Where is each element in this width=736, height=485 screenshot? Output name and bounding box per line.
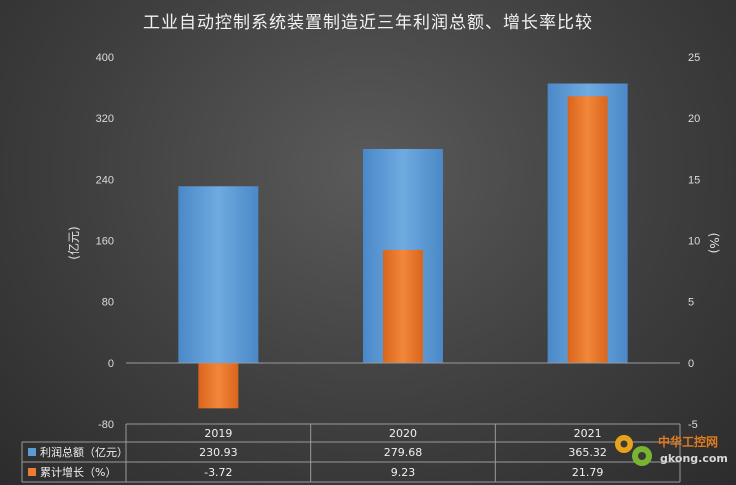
right-tick-label: 15 xyxy=(688,174,700,186)
chart-title: 工业自动控制系统装置制造近三年利润总额、增长率比较 xyxy=(143,13,593,33)
table-value: -3.72 xyxy=(204,466,232,479)
table-category-2019: 2019 xyxy=(204,427,232,440)
right-tick-label: 25 xyxy=(688,52,700,64)
legend-label: 利润总额（亿元） xyxy=(40,445,128,459)
table-value: 279.68 xyxy=(384,446,423,459)
data-table: 2019 2020 2021 利润总额（亿元） 230.93 279.68 365.32 累计… xyxy=(21,423,681,483)
watermark-url: gkong.com xyxy=(660,452,728,465)
table-category-2020: 2020 xyxy=(389,427,417,440)
right-tick-label: 5 xyxy=(688,297,694,309)
left-axis-ticks: 400 320 240 160 80 0 -80 xyxy=(96,52,114,431)
gear-icon xyxy=(615,435,652,466)
left-tick-label: 320 xyxy=(96,113,114,125)
watermark-brand: 中华工控网 xyxy=(658,434,718,449)
gkong-watermark: 中华工控网 gkong.com xyxy=(615,434,728,466)
left-tick-label: -80 xyxy=(98,419,114,431)
bar-profit-2019 xyxy=(178,186,259,363)
legend-swatch xyxy=(28,468,36,476)
right-tick-label: 0 xyxy=(688,358,694,370)
right-axis-ticks: 25 20 15 10 5 0 -5 xyxy=(688,52,700,431)
right-tick-label: -5 xyxy=(688,419,698,431)
right-tick-label: 20 xyxy=(688,113,700,125)
left-tick-label: 160 xyxy=(96,236,114,248)
bar-growth-2020 xyxy=(383,249,423,363)
bar-growth-2021 xyxy=(567,96,608,363)
table-category-2021: 2021 xyxy=(574,427,602,440)
legend-label: 累计增长（%） xyxy=(40,465,116,479)
left-axis-label: (亿元) xyxy=(66,226,81,259)
left-tick-label: 0 xyxy=(108,358,114,370)
left-tick-label: 240 xyxy=(96,174,114,186)
table-value: 230.93 xyxy=(199,446,238,459)
table-value: 21.79 xyxy=(572,466,604,479)
right-axis-label: (%) xyxy=(707,233,721,254)
table-value: 365.32 xyxy=(568,446,607,459)
left-tick-label: 80 xyxy=(102,297,114,309)
table-value: 9.23 xyxy=(391,466,416,479)
bar-series xyxy=(178,83,628,409)
bar-growth-2019 xyxy=(198,362,239,409)
right-tick-label: 10 xyxy=(688,236,700,248)
left-tick-label: 400 xyxy=(96,52,114,64)
legend-swatch xyxy=(28,448,36,456)
